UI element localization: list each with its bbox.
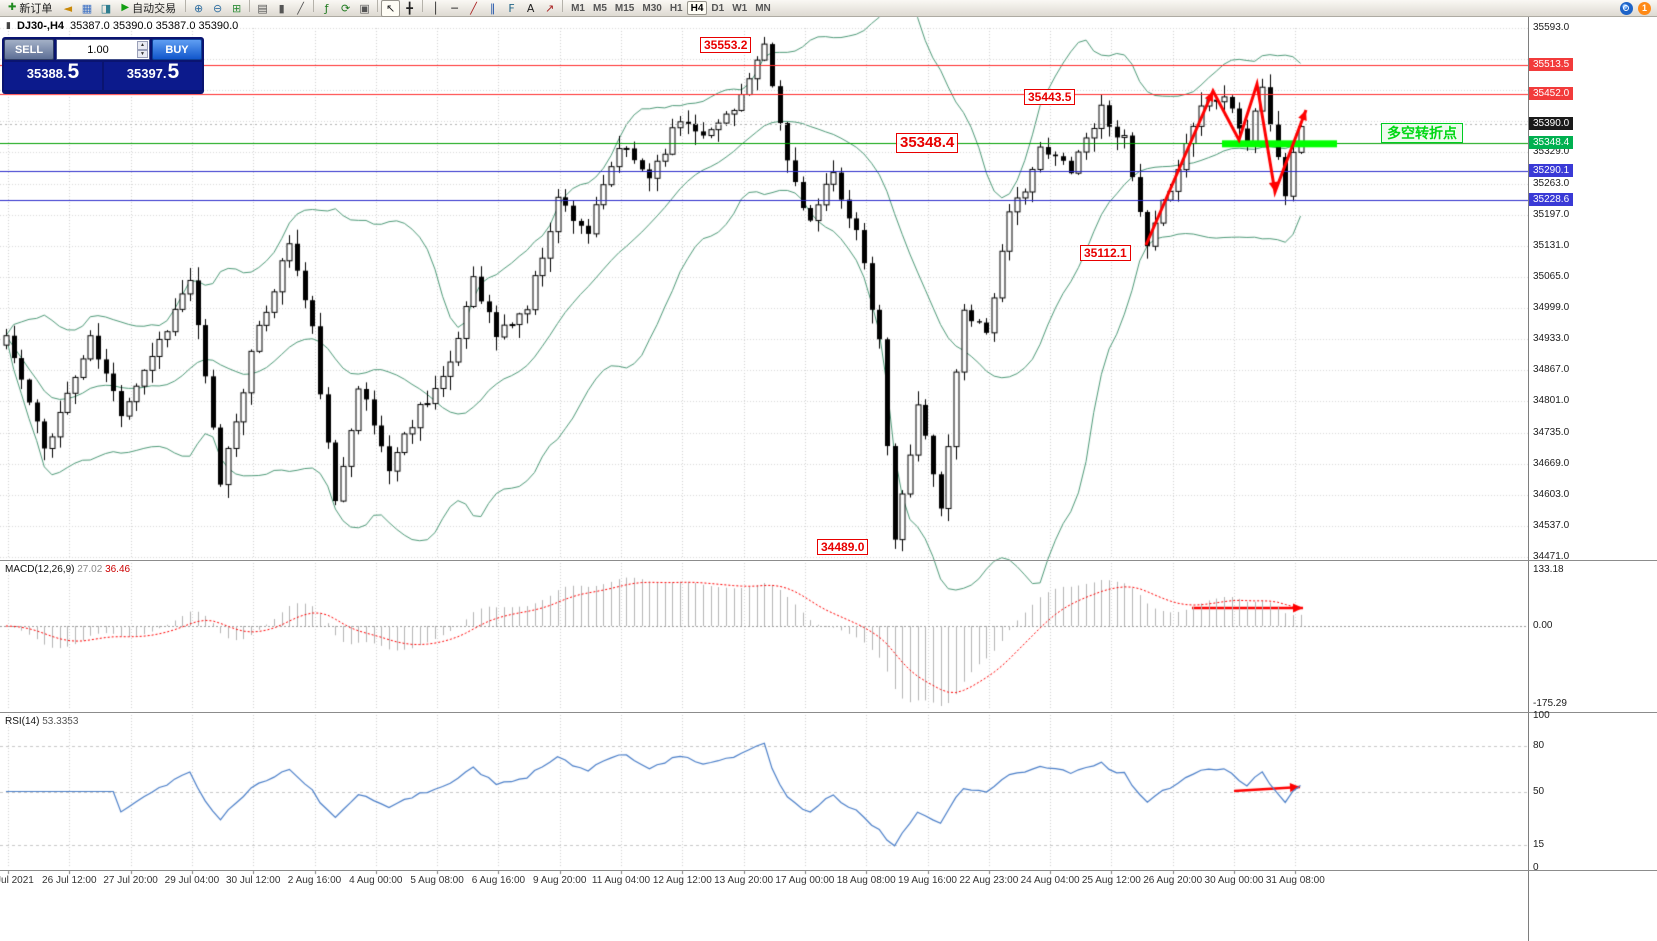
arrows-icon[interactable]: ↗ bbox=[544, 1, 555, 15]
buy-price-main: 35397. bbox=[126, 66, 167, 81]
chart-title: ▮ DJ30-,H4 35387.0 35390.0 35387.0 35390… bbox=[6, 20, 238, 32]
timeframe-h1[interactable]: H1 bbox=[666, 1, 687, 15]
rsi-panel-separator[interactable] bbox=[0, 712, 1657, 713]
cursor-icon[interactable]: ↖ bbox=[381, 0, 401, 17]
new-order-button[interactable]: ✚ 新订单 bbox=[3, 1, 57, 16]
toolbar-separator bbox=[377, 0, 379, 12]
notifications-badge[interactable]: 1 bbox=[1638, 1, 1651, 15]
charts-window-icon[interactable]: ▦ bbox=[81, 1, 93, 15]
timeframe-m15[interactable]: M15 bbox=[611, 1, 638, 15]
macd-value-signal: 36.46 bbox=[105, 564, 131, 575]
sell-button[interactable]: SELL bbox=[4, 39, 54, 60]
volume-box: ▲ ▼ bbox=[56, 39, 150, 60]
period-clock-icon[interactable]: ⟳ bbox=[340, 1, 351, 15]
toolbar: ✚ 新订单 ◄ ▦ ◨ ▶ 自动交易 ⊕ ⊖ ⊞ ▤ ▮ ╱ ƒ ⟳ ▣ ↖ ╋ │ ─ ╱ ∥ F A ↗ M1 M5… bbox=[0, 0, 1657, 17]
new-order-icon: ✚ bbox=[8, 2, 17, 13]
volume-up-button[interactable]: ▲ bbox=[137, 41, 148, 50]
channel-icon[interactable]: ∥ bbox=[489, 1, 496, 15]
price-axis[interactable] bbox=[1528, 17, 1657, 941]
zoom-in-icon[interactable]: ⊕ bbox=[193, 1, 204, 15]
one-click-trading-panel: SELL ▲ ▼ BUY 35388. 5 35397. 5 bbox=[2, 37, 204, 94]
toolbar-separator bbox=[249, 0, 251, 12]
macd-label: MACD(12,26,9) 27.02 36.46 bbox=[5, 564, 130, 575]
volume-down-button[interactable]: ▼ bbox=[137, 49, 148, 58]
text-icon[interactable]: A bbox=[526, 1, 535, 15]
timeframe-m5[interactable]: M5 bbox=[589, 1, 611, 15]
fibonacci-icon[interactable]: F bbox=[508, 1, 515, 15]
rsi-value: 53.3353 bbox=[42, 716, 79, 727]
timeframe-m30[interactable]: M30 bbox=[638, 1, 665, 15]
toolbar-separator bbox=[313, 0, 315, 12]
tile-windows-icon[interactable]: ⊞ bbox=[231, 1, 242, 15]
alerts-horn-icon[interactable]: ◄ bbox=[63, 1, 73, 15]
timeframe-m1[interactable]: M1 bbox=[567, 1, 589, 15]
sell-price-pip: 5 bbox=[67, 60, 80, 83]
ohlc-values: 35387.0 35390.0 35387.0 35390.0 bbox=[70, 20, 239, 32]
autotrading-label: 自动交易 bbox=[132, 3, 177, 15]
chart-properties-icon[interactable]: ▣ bbox=[359, 1, 370, 15]
toolbar-separator bbox=[185, 0, 187, 12]
search-icon[interactable] bbox=[1620, 1, 1633, 15]
new-order-label: 新订单 bbox=[19, 3, 53, 15]
macd-value-main: 27.02 bbox=[77, 564, 103, 575]
chart-window: ▮ DJ30-,H4 35387.0 35390.0 35387.0 35390… bbox=[0, 17, 1657, 941]
horizontal-line-icon[interactable]: ─ bbox=[451, 1, 458, 15]
zoom-out-icon[interactable]: ⊖ bbox=[212, 1, 223, 15]
vertical-line-icon[interactable]: │ bbox=[432, 1, 439, 15]
rsi-label: RSI(14) 53.3353 bbox=[5, 716, 78, 727]
toolbar-separator bbox=[562, 0, 564, 12]
buy-price[interactable]: 35397. 5 bbox=[104, 60, 202, 90]
toolbar-separator bbox=[422, 0, 424, 12]
rsi-name: RSI(14) bbox=[5, 716, 40, 727]
crosshair-icon[interactable]: ╋ bbox=[406, 1, 413, 15]
buy-button[interactable]: BUY bbox=[152, 39, 202, 60]
autotrading-button[interactable]: ▶ 自动交易 bbox=[116, 1, 181, 16]
timeframe-h4[interactable]: H4 bbox=[686, 1, 708, 15]
autotrading-icon: ▶ bbox=[121, 2, 130, 13]
chart-bars-icon[interactable]: ▤ bbox=[257, 1, 268, 15]
timeframe-w1[interactable]: W1 bbox=[728, 1, 751, 15]
timeframe-d1[interactable]: D1 bbox=[707, 1, 728, 15]
symbol-period: DJ30-,H4 bbox=[16, 20, 65, 32]
market-watch-icon[interactable]: ◨ bbox=[100, 1, 112, 15]
toolbar-right: 1 bbox=[1620, 1, 1654, 15]
sell-price-main: 35388. bbox=[26, 66, 67, 81]
chart-line-icon[interactable]: ╱ bbox=[297, 1, 304, 15]
time-axis-separator bbox=[0, 870, 1657, 871]
indicators-icon[interactable]: ƒ bbox=[324, 1, 329, 15]
chart-candles-icon[interactable]: ▮ bbox=[278, 1, 285, 15]
buy-price-pip: 5 bbox=[167, 60, 180, 83]
timeframe-mn[interactable]: MN bbox=[751, 1, 775, 15]
macd-name: MACD(12,26,9) bbox=[5, 564, 75, 575]
macd-panel-separator[interactable] bbox=[0, 560, 1657, 561]
trendline-icon[interactable]: ╱ bbox=[470, 1, 477, 15]
sell-price[interactable]: 35388. 5 bbox=[4, 60, 102, 90]
volume-input[interactable] bbox=[57, 40, 149, 60]
price-chart-canvas[interactable] bbox=[0, 17, 1528, 941]
candle-mini-icon: ▮ bbox=[6, 21, 11, 31]
